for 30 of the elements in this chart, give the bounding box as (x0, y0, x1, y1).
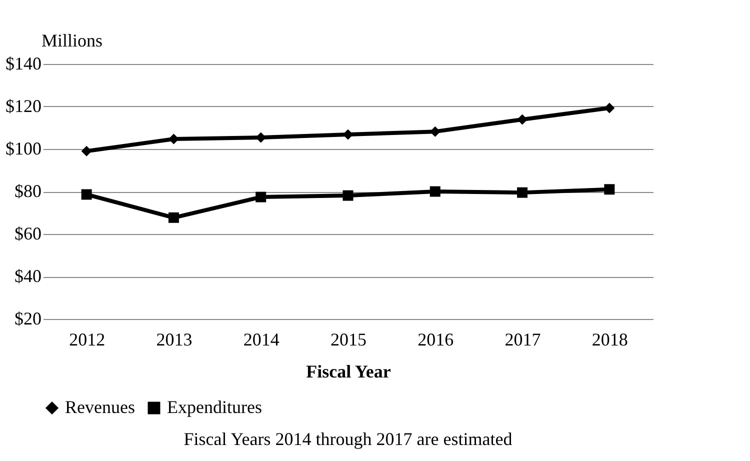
y-tick-label: $120 (6, 96, 42, 116)
point (168, 134, 179, 144)
y-tick-label: $80 (14, 181, 42, 201)
x-axis-title: Fiscal Year (306, 362, 391, 382)
point (604, 102, 615, 114)
x-tick-label: 2017 (504, 330, 541, 350)
y-tick-label: $140 (6, 54, 42, 74)
point (430, 186, 440, 197)
point (168, 212, 179, 223)
y-axis-title: Millions (42, 30, 103, 50)
x-tick-label: 2016 (418, 330, 454, 350)
point (604, 184, 615, 195)
y-tick-label: $20 (14, 308, 42, 328)
y-tick-label: $100 (6, 138, 42, 158)
point (342, 129, 354, 140)
point (81, 189, 92, 200)
x-tick-label: 2014 (243, 330, 280, 350)
legend-label: Revenues (65, 397, 135, 417)
point (81, 146, 92, 156)
point (342, 190, 354, 201)
x-tick-label: 2013 (156, 330, 192, 350)
x-tick-label: 2018 (592, 330, 628, 350)
y-tick-label: $60 (14, 224, 42, 244)
y-tick-label: $40 (14, 266, 42, 286)
text: Fiscal Years 2014 through 2017 are estimated (184, 429, 512, 449)
x-tick-label: 2012 (69, 330, 106, 350)
legend-label: Expenditures (167, 397, 262, 417)
point (517, 187, 528, 198)
point (256, 192, 266, 202)
x-tick-label: 2015 (330, 330, 366, 350)
